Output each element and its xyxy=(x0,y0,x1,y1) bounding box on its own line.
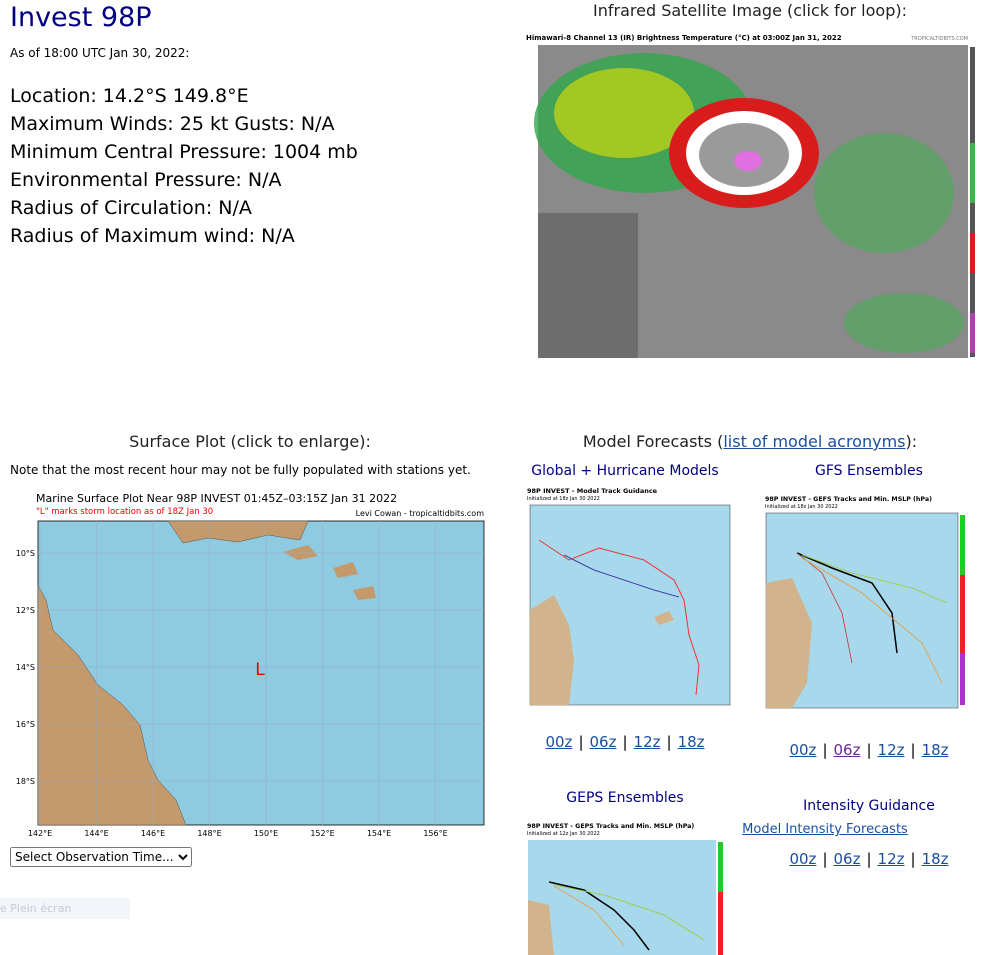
img-title: 98P INVEST - Model Track Guidance xyxy=(527,487,658,495)
separator: | xyxy=(822,741,828,759)
lat-label: 14°S xyxy=(16,663,35,672)
satellite-heading: Infrared Satellite Image (click for loop… xyxy=(593,1,907,20)
section-title: Global + Hurricane Models xyxy=(531,463,719,479)
surface-image-title: Marine Surface Plot Near 98P INVEST 01:4… xyxy=(36,492,397,505)
surface-note: Note that the most recent hour may not b… xyxy=(10,463,471,477)
lon-label: 144°E xyxy=(84,829,108,838)
sat-image-title: Himawari-8 Channel 13 (IR) Brightness Te… xyxy=(526,34,842,42)
satellite-image[interactable]: Himawari-8 Channel 13 (IR) Brightness Te… xyxy=(524,33,976,373)
lon-label: 156°E xyxy=(423,829,447,838)
section-title: GFS Ensembles xyxy=(815,463,923,479)
time-link[interactable]: 00z xyxy=(789,741,817,759)
separator: | xyxy=(666,733,672,751)
time-link[interactable]: 00z xyxy=(545,733,573,751)
intensity-link[interactable]: Model Intensity Forecasts xyxy=(742,822,908,837)
info-line: Maximum Winds: 25 kt Gusts: N/A xyxy=(10,113,335,135)
fullscreen-button[interactable]: e Plein écran xyxy=(0,898,130,919)
observation-select[interactable]: Select Observation Time... xyxy=(10,847,192,867)
storm-marker: L xyxy=(255,660,265,680)
info-line: Radius of Circulation: N/A xyxy=(10,197,252,219)
section-title: Intensity Guidance xyxy=(803,798,935,814)
heading-text: ): xyxy=(905,432,918,451)
time-link[interactable]: 18z xyxy=(921,850,949,868)
lat-label: 18°S xyxy=(16,777,35,786)
geps-image[interactable]: 98P INVEST - GEPS Tracks and Min. MSLP (… xyxy=(524,820,735,955)
info-line: Location: 14.2°S 149.8°E xyxy=(10,85,249,107)
img-sub: Initialized at 18z Jan 30 2022 xyxy=(765,504,838,510)
link-row: 00z | 06z | 12z | 18z xyxy=(789,741,948,759)
time-link[interactable]: 12z xyxy=(877,741,905,759)
models-heading: Model Forecasts (list of model acronyms)… xyxy=(583,432,917,451)
global-models-image[interactable]: 98P INVEST - Model Track Guidance Initia… xyxy=(524,485,735,715)
img-title: 98P INVEST - GEPS Tracks and Min. MSLP (… xyxy=(527,823,694,830)
time-link[interactable]: 12z xyxy=(877,850,905,868)
lat-label: 10°S xyxy=(16,549,35,558)
img-title: 98P INVEST - GEFS Tracks and Min. MSLP (… xyxy=(765,496,932,503)
lat-label: 16°S xyxy=(16,720,35,729)
info-list: Location: 14.2°S 149.8°E Maximum Winds: … xyxy=(10,82,358,250)
time-link[interactable]: 18z xyxy=(921,741,949,759)
time-link[interactable]: 00z xyxy=(789,850,817,868)
time-link[interactable]: 12z xyxy=(633,733,661,751)
img-sub: Initialized at 12z Jan 30 2022 xyxy=(527,831,600,837)
lon-label: 152°E xyxy=(310,829,334,838)
link-row: 00z | 06z | 12z | 18z xyxy=(789,850,948,868)
lon-label: 146°E xyxy=(141,829,165,838)
section-title: GEPS Ensembles xyxy=(566,790,684,806)
lon-label: 148°E xyxy=(197,829,221,838)
separator: | xyxy=(866,850,872,868)
lat-label: 12°S xyxy=(16,606,35,615)
time-link[interactable]: 06z xyxy=(833,741,861,759)
surface-image[interactable]: Marine Surface Plot Near 98P INVEST 01:4… xyxy=(8,490,490,840)
link-row: 00z | 06z | 12z | 18z xyxy=(545,733,704,751)
info-line: Environmental Pressure: N/A xyxy=(10,169,282,191)
gefs-image[interactable]: 98P INVEST - GEFS Tracks and Min. MSLP (… xyxy=(762,493,967,718)
info-line: Minimum Central Pressure: 1004 mb xyxy=(10,141,358,163)
surface-credit: Levi Cowan - tropicaltidbits.com xyxy=(356,509,485,518)
storm-title: Invest 98P xyxy=(10,2,152,33)
acronyms-link[interactable]: list of model acronyms xyxy=(723,432,906,451)
surface-heading: Surface Plot (click to enlarge): xyxy=(129,432,371,451)
as-of: As of 18:00 UTC Jan 30, 2022: xyxy=(10,46,190,60)
time-link[interactable]: 06z xyxy=(589,733,617,751)
lon-label: 150°E xyxy=(254,829,278,838)
heading-text: Model Forecasts ( xyxy=(582,432,724,451)
separator: | xyxy=(578,733,584,751)
separator: | xyxy=(622,733,628,751)
lon-label: 154°E xyxy=(367,829,391,838)
img-sub: Initialized at 18z Jan 30 2022 xyxy=(527,496,600,502)
time-link[interactable]: 18z xyxy=(677,733,705,751)
surface-image-subtitle: "L" marks storm location as of 18Z Jan 3… xyxy=(36,507,213,517)
separator: | xyxy=(910,850,916,868)
time-link[interactable]: 06z xyxy=(833,850,861,868)
info-line: Radius of Maximum wind: N/A xyxy=(10,225,295,247)
separator: | xyxy=(910,741,916,759)
separator: | xyxy=(866,741,872,759)
sat-credit: TROPICALTIDBITS.COM xyxy=(910,36,968,42)
separator: | xyxy=(822,850,828,868)
lon-label: 142°E xyxy=(28,829,52,838)
